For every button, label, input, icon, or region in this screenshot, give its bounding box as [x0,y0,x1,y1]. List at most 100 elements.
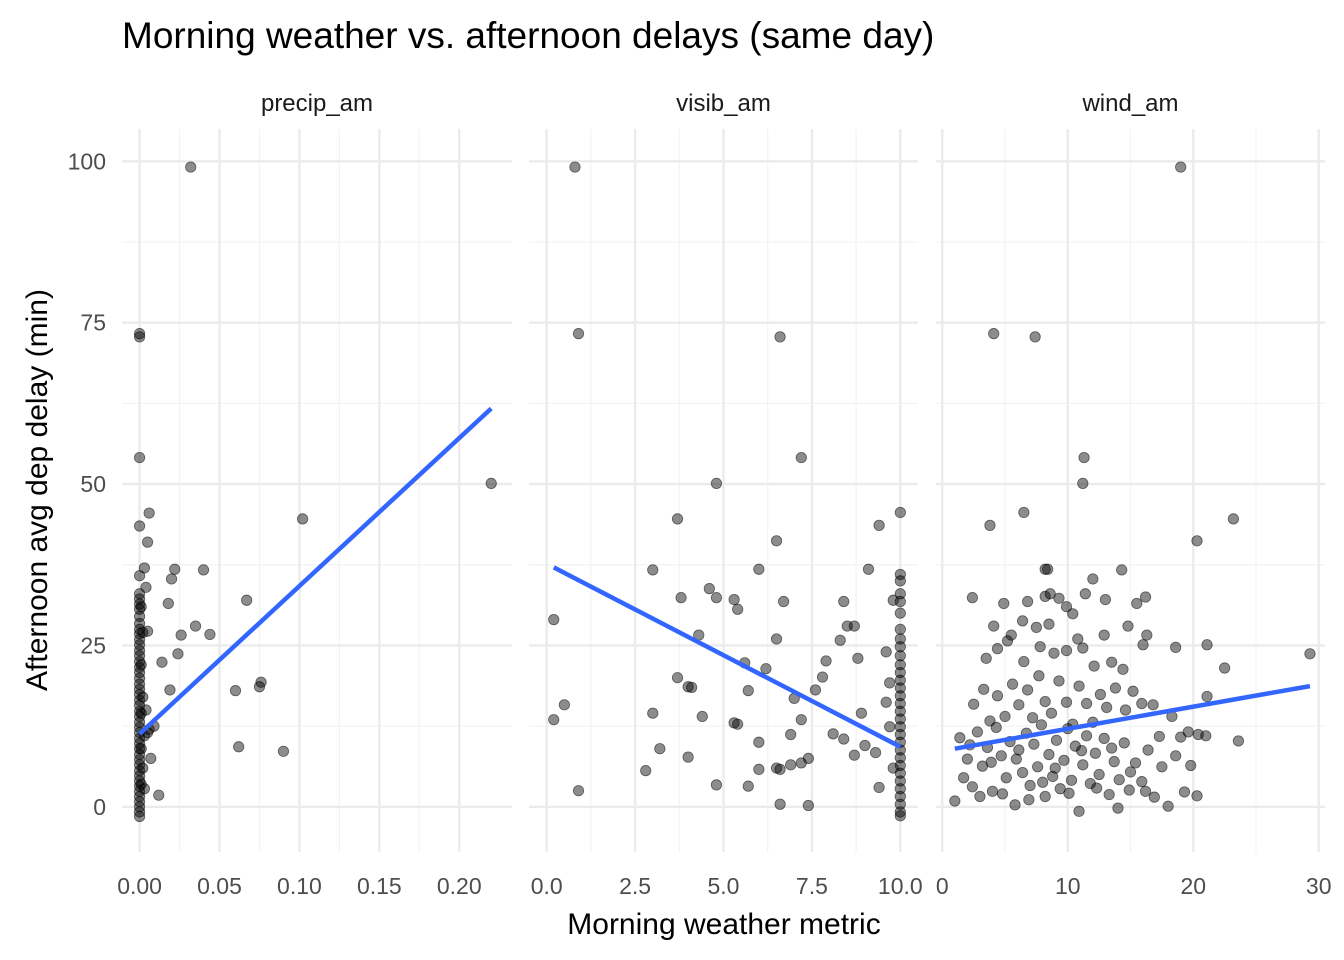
scatter-point [135,743,147,755]
scatter-point [742,685,754,697]
scatter-point [894,568,906,581]
scatter-point [991,643,1004,655]
scatter-point [1001,635,1014,647]
scatter-point [141,625,154,637]
scatter-point [1077,642,1089,654]
scatter-point [820,655,832,667]
scatter-point [1047,770,1059,783]
scatter-point [1024,779,1036,792]
scatter-point [1191,790,1203,802]
scatter-point [894,641,906,653]
y-tick-label: 50 [80,471,106,497]
scatter-point [998,597,1010,610]
x-tick-label: 0.0 [531,873,563,899]
scatter-point [894,728,906,741]
scatter-point [671,672,684,684]
scatter-point [834,634,846,646]
scatter-point [988,620,1000,632]
scatter-point [1089,747,1101,759]
scatter-point [774,763,786,775]
scatter-point [1013,699,1025,711]
scatter-point [1170,750,1182,762]
scatter-point [1182,726,1194,738]
trend-line [138,406,493,736]
x-tick-label: 0.15 [357,873,402,899]
scatter-point [894,595,906,608]
scatter-point [958,772,970,784]
scatter-point [1103,788,1115,801]
scatter-point [990,721,1002,734]
scatter-point [133,759,146,771]
y-axis-title: Afternoon avg dep delay (min) [21,289,54,691]
scatter-point [1117,663,1129,675]
scatter-point [770,633,783,645]
scatter-point [894,752,906,764]
scatter-point [253,681,266,693]
scatter-point [894,650,906,662]
scatter-point [954,732,966,744]
scatter-point [710,477,723,489]
x-tick-label: 20 [1180,873,1206,899]
scatter-point [966,781,978,793]
scatter-point [1113,774,1125,786]
scatter-point [785,759,797,771]
facet-strip-label: visib_am [676,90,771,117]
scatter-point [1139,591,1152,603]
scatter-point [974,790,986,803]
scatter-point [1023,794,1035,806]
scatter-point [710,592,723,604]
scatter-point [233,741,245,753]
scatter-point [1112,802,1124,814]
scatter-point [133,451,146,464]
scatter-point [1219,662,1231,674]
scatter-point [838,595,850,608]
scatter-point [1098,732,1110,744]
chart-title: Morning weather vs. afternoon delays (sa… [122,15,934,56]
scatter-point [647,564,659,576]
scatter-point [894,588,906,600]
scatter-point [1080,730,1093,742]
scatter-point [169,563,181,575]
scatter-point [135,659,147,671]
scatter-point [1108,756,1120,768]
scatter-point [204,628,216,641]
scatter-point [742,780,754,792]
scatter-point [862,563,875,575]
scatter-point [1101,701,1113,714]
scatter-point [894,721,906,733]
scatter-point [802,799,814,812]
scatter-point [485,477,497,489]
scatter-point [1136,697,1148,710]
x-tick-label: 30 [1306,873,1332,899]
scatter-point [1039,790,1051,803]
scatter-point [143,507,155,519]
scatter-point [229,685,242,697]
scatter-point [1093,768,1105,781]
scatter-point [785,728,797,741]
scatter-point [1049,762,1061,774]
scatter-point [1119,704,1132,716]
scatter-point [1035,719,1048,731]
trend-line [552,565,902,749]
x-tick-label: 10.0 [878,873,923,899]
scatter-point [162,597,174,610]
scatter-point [1027,712,1039,724]
scatter-point [1073,680,1085,692]
scatter-point [961,753,973,765]
scatter-point [1063,787,1075,799]
scatter-point [1136,776,1148,788]
scatter-point [548,614,560,626]
trend-line [954,683,1311,751]
scatter-point [880,646,892,658]
scatter-point [572,328,585,340]
scatter-point [1016,615,1029,627]
scatter-point [1018,506,1030,519]
scatter-point [197,564,210,576]
scatter-point [133,520,146,532]
scatter-point [887,594,899,606]
scatter-point [165,573,178,585]
scatter-point [1005,629,1017,641]
scatter-point [999,710,1011,723]
scatter-point [1009,799,1021,811]
